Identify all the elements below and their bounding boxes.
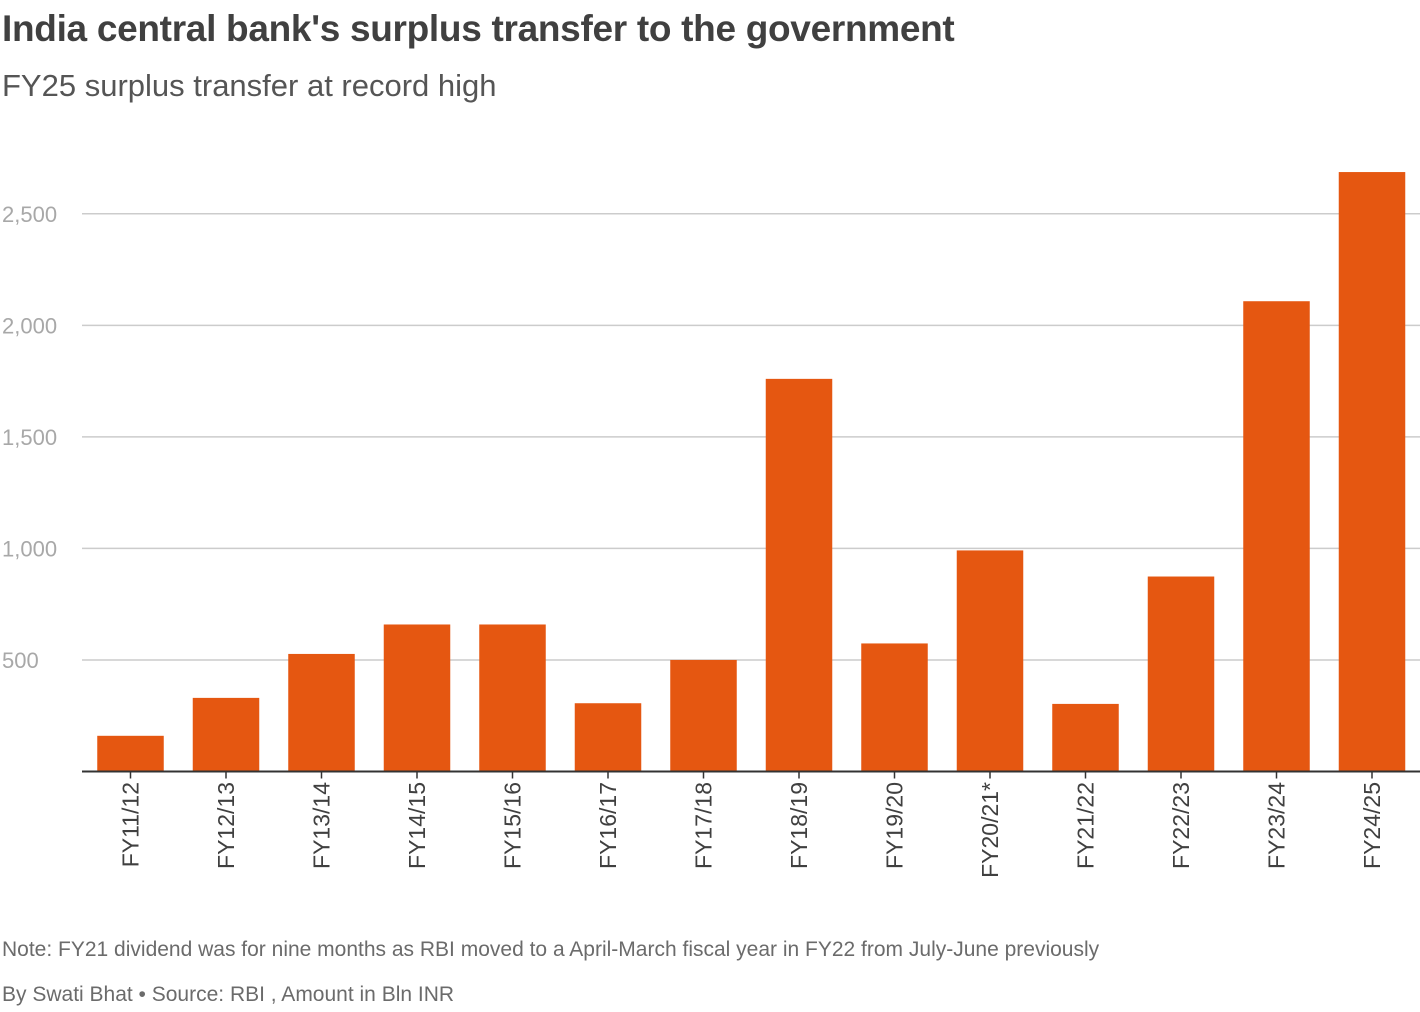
bar <box>670 659 737 772</box>
bar <box>574 703 642 772</box>
x-tick-label: FY21/22 <box>1073 782 1099 869</box>
y-tick-label: 1,000 <box>2 536 57 561</box>
bar <box>288 653 355 772</box>
x-tick-label: FY14/15 <box>404 782 430 869</box>
x-tick-label: FY12/13 <box>213 782 239 869</box>
chart-note: Note: FY21 dividend was for nine months … <box>2 938 1100 961</box>
x-tick-label: FY17/18 <box>691 782 717 869</box>
bar-chart: 500 1,000 1,500 2,000 2,500 FY11/12 FY12/13 FY1… <box>2 172 1420 878</box>
bar <box>1052 703 1119 772</box>
bar <box>192 697 260 772</box>
x-tick-label: FY11/12 <box>118 782 144 867</box>
bar <box>956 550 1024 772</box>
chart-credit: By Swati Bhat • Source: RBI , Amount in … <box>2 983 455 1006</box>
bar <box>97 735 164 772</box>
x-tick-label: FY16/17 <box>595 782 621 869</box>
bar <box>1338 172 1406 772</box>
x-tick-label: FY19/20 <box>882 782 908 869</box>
x-tick-label: FY13/14 <box>309 782 335 869</box>
bar <box>765 378 833 772</box>
bar <box>383 624 451 772</box>
x-tick-label: FY18/19 <box>786 782 812 869</box>
x-tick-label: FY15/16 <box>500 782 526 869</box>
y-tick-label: 2,000 <box>2 313 57 338</box>
bar <box>1243 301 1310 772</box>
chart-title: India central bank's surplus transfer to… <box>2 8 955 49</box>
bar <box>861 643 928 772</box>
y-tick-label: 500 <box>2 648 39 673</box>
y-tick-label: 2,500 <box>2 202 57 227</box>
chart-subtitle: FY25 surplus transfer at record high <box>2 68 497 103</box>
x-tick-label: FY23/24 <box>1264 782 1290 869</box>
y-tick-label: 1,500 <box>2 425 57 450</box>
x-tick-label: FY24/25 <box>1359 782 1385 869</box>
x-tick-label: FY20/21* <box>977 782 1003 878</box>
bar <box>479 624 546 772</box>
x-tick-label: FY22/23 <box>1168 782 1194 869</box>
bar <box>1147 576 1215 772</box>
